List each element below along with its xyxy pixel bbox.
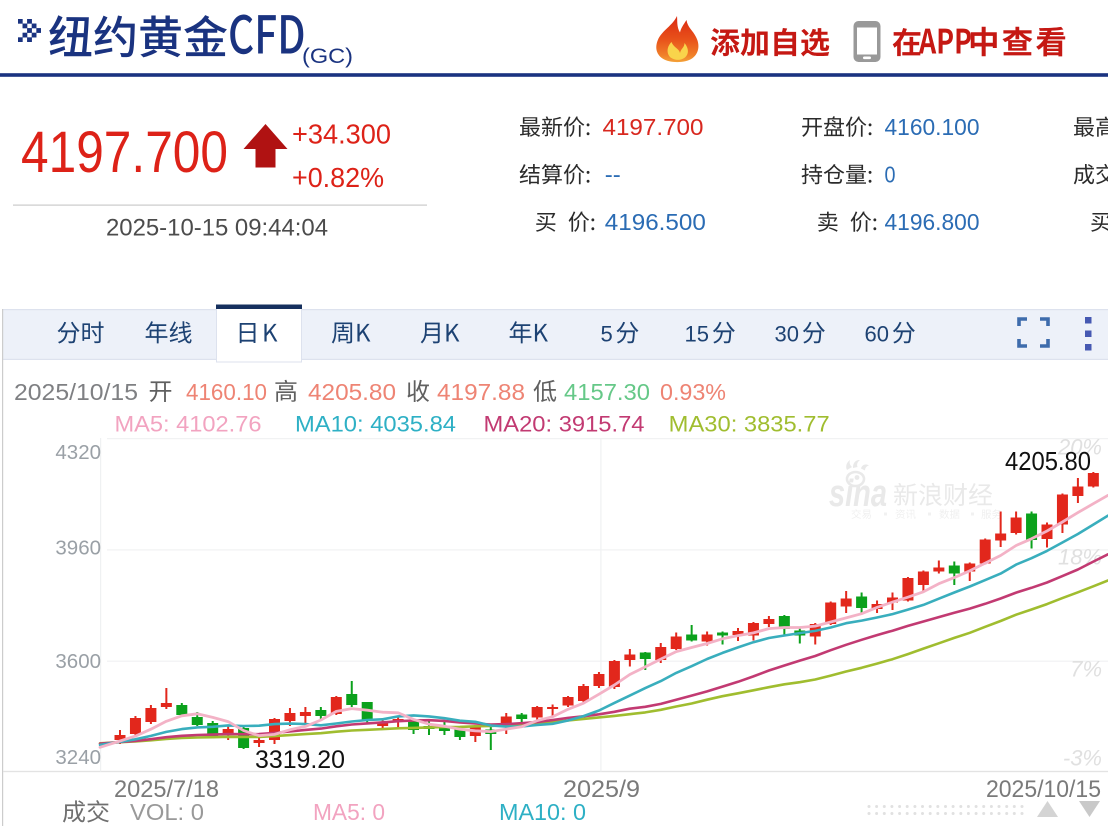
svg-text:MA10: 0: MA10: 0 xyxy=(499,799,586,825)
svg-text:VOL: 0: VOL: 0 xyxy=(130,799,204,825)
svg-text:(GC): (GC) xyxy=(302,45,353,68)
svg-text:0.93%: 0.93% xyxy=(660,379,726,405)
svg-text:18%: 18% xyxy=(1058,545,1102,570)
svg-text:60: 60 xyxy=(865,322,889,347)
svg-text:4205.80: 4205.80 xyxy=(1005,446,1091,476)
svg-text:4197.700: 4197.700 xyxy=(603,114,704,140)
svg-text:4196.500: 4196.500 xyxy=(605,209,706,235)
svg-text:0: 0 xyxy=(885,162,896,188)
svg-text:30: 30 xyxy=(775,322,799,347)
svg-text:3600: 3600 xyxy=(55,650,101,673)
svg-text:5: 5 xyxy=(601,322,613,347)
svg-text:4197.88: 4197.88 xyxy=(437,379,525,405)
svg-text:+0.82%: +0.82% xyxy=(292,162,384,193)
svg-text:4320: 4320 xyxy=(55,441,101,464)
svg-text:MA30: 3835.77: MA30: 3835.77 xyxy=(669,412,830,437)
svg-text:MA5: 4102.76: MA5: 4102.76 xyxy=(115,412,262,437)
svg-text:2025-10-15 09:44:04: 2025-10-15 09:44:04 xyxy=(106,215,328,242)
svg-text:3240: 3240 xyxy=(55,746,101,769)
svg-text:MA10: 4035.84: MA10: 4035.84 xyxy=(295,412,456,437)
svg-text:3319.20: 3319.20 xyxy=(255,746,345,774)
svg-text:4160.10: 4160.10 xyxy=(186,379,267,405)
svg-text:MA5: 0: MA5: 0 xyxy=(313,799,385,825)
svg-text:4196.800: 4196.800 xyxy=(885,209,980,235)
svg-text:2025/7/18: 2025/7/18 xyxy=(114,776,219,803)
svg-text:2025/10/15: 2025/10/15 xyxy=(14,379,138,405)
svg-text:sina: sina xyxy=(829,473,887,515)
svg-text:3960: 3960 xyxy=(55,537,101,560)
svg-text:2025/9: 2025/9 xyxy=(563,776,640,803)
svg-text:-3%: -3% xyxy=(1063,746,1102,771)
svg-text:+34.300: +34.300 xyxy=(292,119,391,150)
svg-text:4160.100: 4160.100 xyxy=(885,114,980,140)
svg-text:7%: 7% xyxy=(1070,657,1102,682)
svg-text:15: 15 xyxy=(685,322,709,347)
svg-text:--: -- xyxy=(605,162,621,188)
svg-text:MA20: 3915.74: MA20: 3915.74 xyxy=(484,412,645,437)
svg-text:20%: 20% xyxy=(1057,435,1102,460)
svg-text:4205.80: 4205.80 xyxy=(308,379,396,405)
svg-text:4197.700: 4197.700 xyxy=(21,120,228,185)
svg-text:4157.30: 4157.30 xyxy=(564,379,650,405)
svg-text:2025/10/15: 2025/10/15 xyxy=(986,776,1101,803)
